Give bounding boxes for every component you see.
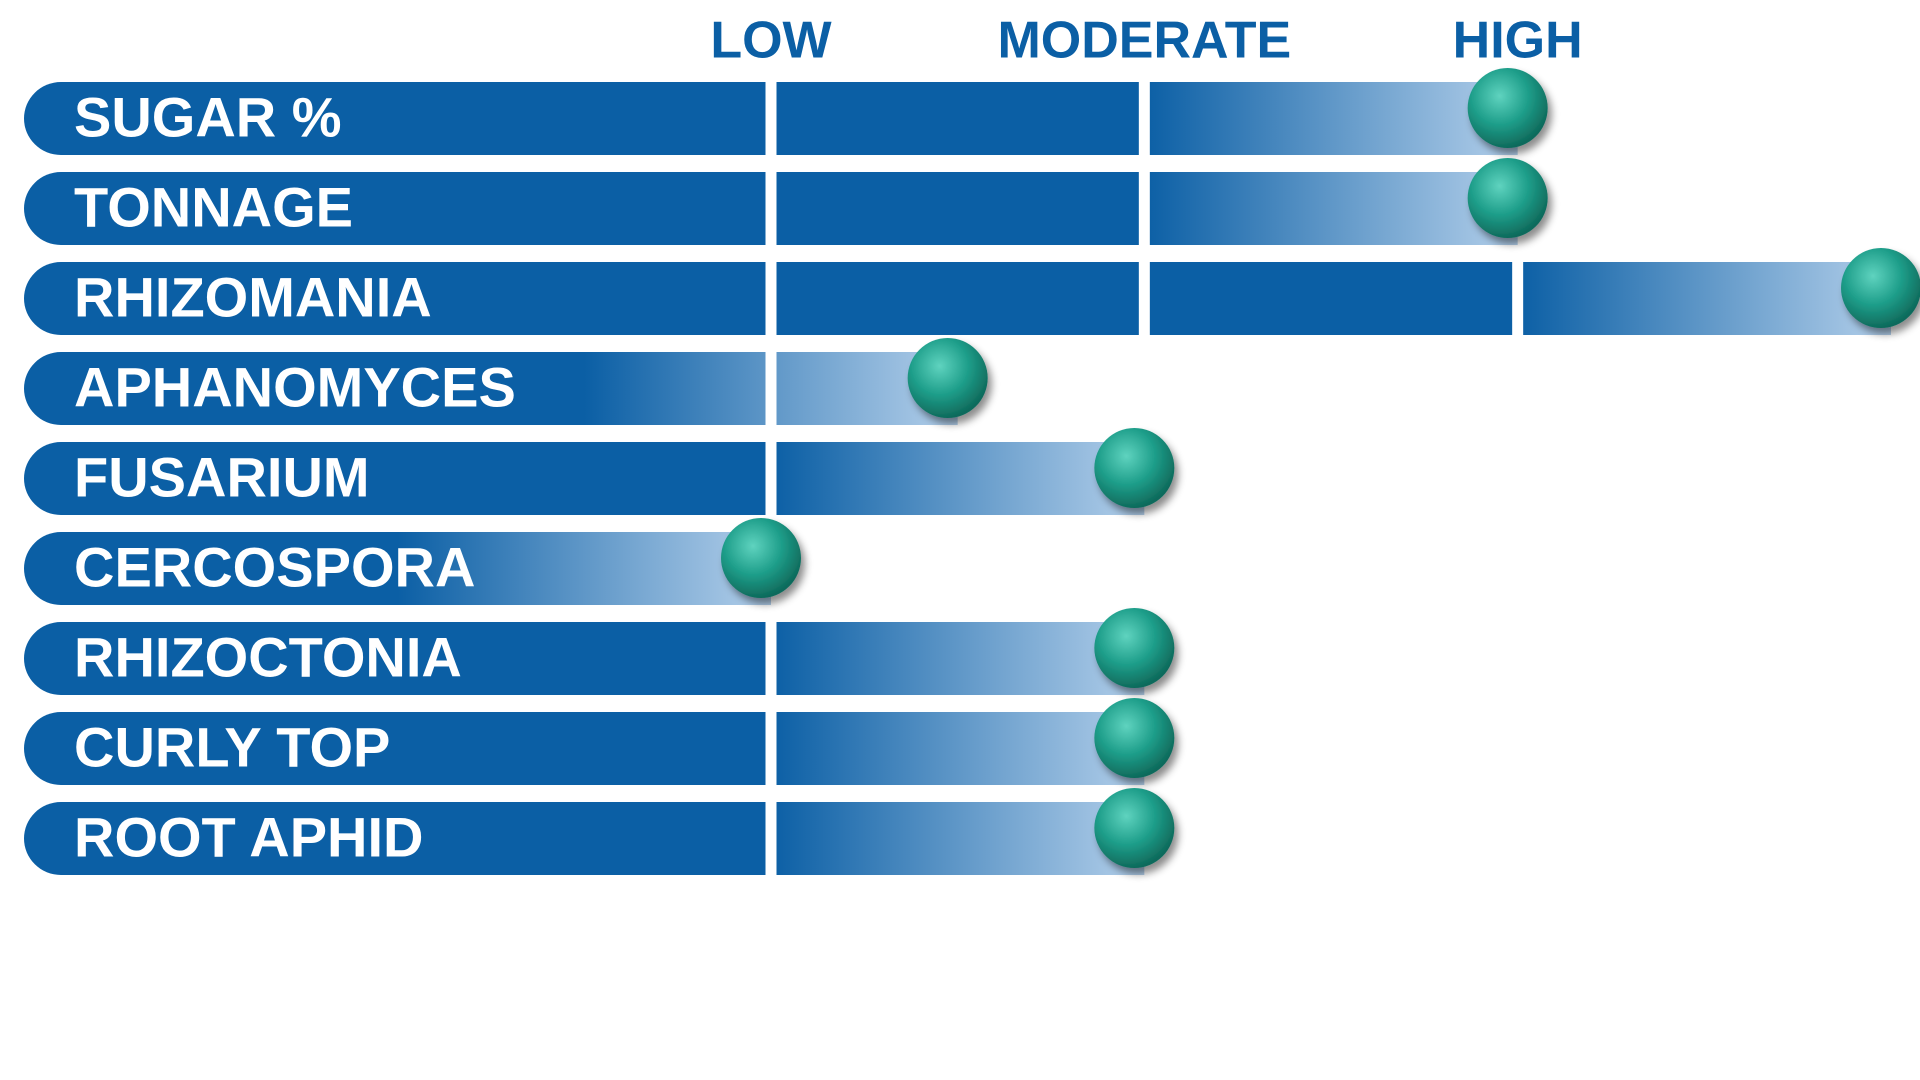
x-tick-label: LOW: [710, 12, 832, 70]
category-label: FUSARIUM: [74, 445, 370, 508]
category-label: APHANOMYCES: [74, 355, 516, 418]
category-label: CURLY TOP: [74, 715, 390, 778]
bar: [24, 262, 1892, 335]
bar: [24, 712, 1145, 785]
bar: [24, 442, 1145, 515]
category-label: CERCOSPORA: [74, 535, 475, 598]
x-tick-label: HIGH: [1453, 12, 1583, 70]
rating-dot: [907, 338, 988, 418]
category-label: RHIZOMANIA: [74, 265, 432, 328]
rating-dot: [1094, 608, 1175, 688]
x-tick-label: MODERATE: [997, 12, 1291, 70]
bar: [24, 802, 1145, 875]
rating-dot: [1841, 248, 1920, 328]
category-label: SUGAR %: [74, 85, 342, 148]
bar: [24, 622, 1145, 695]
category-label: RHIZOCTONIA: [74, 625, 462, 688]
category-label: TONNAGE: [74, 175, 353, 238]
rating-dot: [1467, 68, 1548, 148]
rating-dot: [1467, 158, 1548, 238]
bar: [24, 352, 958, 425]
rating-dot: [721, 518, 801, 598]
category-label: ROOT APHID: [74, 805, 423, 868]
bar: [24, 532, 772, 605]
rating-dot: [1094, 428, 1175, 508]
rating-dot: [1094, 698, 1175, 778]
rating-dot: [1094, 788, 1175, 868]
